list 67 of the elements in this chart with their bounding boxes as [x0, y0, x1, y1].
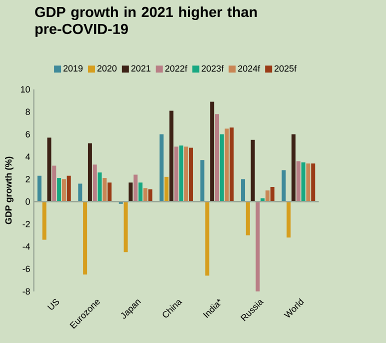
bar — [134, 174, 138, 202]
y-tick-label: 10 — [20, 86, 30, 93]
bar — [88, 143, 92, 202]
bar — [57, 178, 62, 202]
bar — [42, 202, 46, 240]
legend-label: 2022f — [165, 65, 188, 72]
bar — [102, 178, 107, 202]
bar — [98, 172, 102, 202]
legend-label: 2020 — [97, 65, 117, 72]
y-tick-label: -2 — [22, 220, 30, 228]
bar — [52, 166, 56, 202]
y-tick-label: 8 — [26, 108, 30, 116]
y-tick-label: 4 — [25, 154, 30, 160]
x-tick-label: US — [47, 298, 59, 310]
y-tick-label: -6 — [22, 266, 30, 272]
bar — [164, 176, 168, 202]
y-tick-label: -8 — [22, 288, 30, 295]
bar — [210, 102, 214, 202]
y-axis-title: GDP growth (%) — [5, 156, 14, 224]
bar — [250, 140, 255, 202]
y-tick-label: 0 — [26, 198, 30, 205]
bar — [256, 202, 260, 292]
bar — [282, 170, 286, 202]
legend-label: 2023f — [202, 65, 224, 72]
bar — [311, 163, 316, 202]
bar — [78, 184, 82, 202]
bar — [306, 163, 310, 202]
bar — [92, 164, 97, 202]
legend-label: 2019 — [63, 65, 83, 72]
y-tick-label: 2 — [26, 176, 30, 182]
bar — [174, 146, 178, 202]
bar — [215, 114, 220, 202]
bar — [200, 160, 204, 202]
bar — [270, 187, 274, 202]
bar — [179, 145, 184, 202]
y-tick-label: -4 — [22, 243, 30, 250]
y-tick-label: 6 — [26, 131, 30, 138]
legend-label: 2025f — [274, 65, 297, 72]
bar — [47, 138, 52, 202]
bar — [230, 128, 234, 202]
bar — [66, 176, 71, 202]
bar — [62, 179, 66, 202]
bar — [220, 134, 224, 202]
chart-title: GDP growth in 2021 higher than pre-COVID-19 — [35, 6, 257, 37]
bar — [301, 162, 306, 202]
bar — [241, 179, 246, 202]
bar — [37, 176, 42, 202]
bar — [246, 202, 250, 236]
bar — [188, 148, 193, 202]
bar — [224, 128, 229, 202]
bar — [138, 182, 142, 202]
bar — [296, 161, 300, 202]
bar — [124, 202, 128, 252]
bar — [128, 182, 133, 202]
bar — [292, 134, 296, 202]
bar — [143, 188, 148, 202]
bar — [148, 189, 152, 202]
bar — [266, 190, 270, 202]
bar — [205, 202, 210, 276]
bar — [184, 146, 188, 202]
bar — [83, 202, 88, 275]
bar — [286, 202, 291, 238]
bar — [108, 182, 112, 202]
legend-label: 2024f — [238, 65, 260, 72]
legend-label: 2021 — [131, 65, 150, 72]
bar — [169, 110, 174, 202]
bar — [160, 134, 164, 202]
